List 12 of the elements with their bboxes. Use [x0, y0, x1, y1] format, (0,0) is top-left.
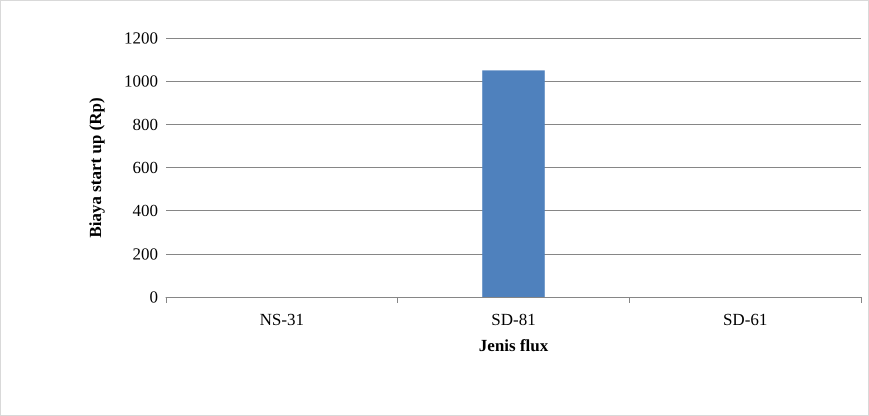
y-tick-label: 0 — [150, 288, 158, 306]
x-axis-title: Jenis flux — [478, 336, 549, 355]
y-axis-title: Biaya start up (Rp) — [86, 97, 105, 238]
y-tick-label: 1200 — [124, 28, 158, 48]
y-tick-label: 600 — [132, 158, 158, 177]
x-tick-label: SD-61 — [722, 310, 768, 329]
x-tick-label: NS-31 — [260, 310, 304, 329]
x-tick-label: SD-81 — [491, 310, 536, 329]
y-tick-label: 200 — [132, 244, 158, 264]
y-tick-label: 800 — [132, 114, 158, 134]
y-tick-label: 1000 — [124, 72, 158, 91]
y-tick-label: 400 — [132, 201, 158, 220]
